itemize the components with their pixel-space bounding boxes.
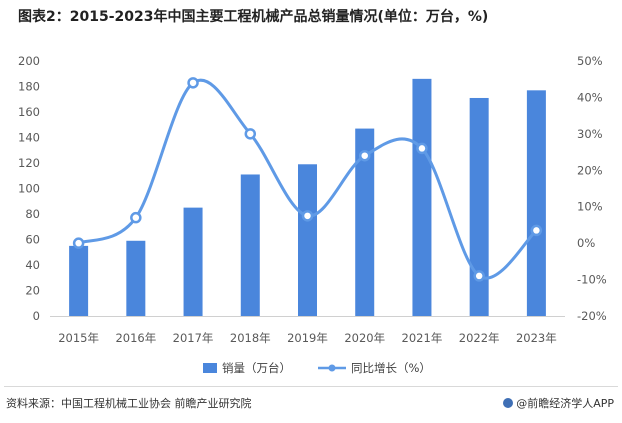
growth-point-2019年 (301, 210, 314, 222)
legend-line-marker (328, 364, 336, 372)
x-tick-label: 2022年 (459, 331, 500, 345)
x-tick-label: 2015年 (58, 331, 99, 345)
left-tick-label: 160 (18, 105, 40, 119)
bar-2016年 (126, 240, 146, 316)
brand-credit: @前瞻经济学人APP (503, 395, 614, 411)
x-tick-label: 2020年 (344, 331, 385, 345)
right-tick-label: 50% (577, 54, 603, 68)
legend-bar-label: 销量（万台） (222, 361, 291, 375)
left-tick-label: 100 (18, 182, 40, 196)
left-tick-label: 200 (18, 54, 40, 68)
bar-2019年 (298, 164, 317, 316)
bar-2018年 (240, 174, 260, 316)
brand-logo-icon (503, 398, 514, 408)
bar-2023年 (526, 90, 546, 316)
right-tick-label: -10% (577, 273, 607, 287)
growth-point-2016年 (130, 211, 142, 224)
left-tick-label: 40 (25, 258, 40, 272)
x-tick-label: 2017年 (173, 331, 214, 345)
bar-series (69, 78, 546, 316)
left-tick-label: 120 (18, 156, 40, 170)
x-axis: 2015年 2016年 2017年 2018年 2019年 2020年 2021年 2022年… (58, 331, 557, 345)
left-tick-label: 140 (18, 131, 40, 145)
footer-divider (4, 386, 618, 387)
x-tick-label: 2016年 (115, 331, 156, 345)
chart: 0 20 40 60 80 100 120 140 160 180 200 -20% -10% 0% 10… (18, 54, 607, 375)
chart-title: 图表2：2015-2023年中国主要工程机械产品总销量情况(单位：万台，%) (18, 9, 489, 25)
growth-point-2018年 (244, 128, 257, 140)
left-tick-label: 20 (25, 284, 40, 298)
left-tick-label: 180 (18, 80, 40, 94)
right-tick-label: 30% (577, 127, 603, 141)
x-tick-label: 2019年 (287, 331, 328, 345)
left-axis: 0 20 40 60 80 100 120 140 160 180 200 (18, 54, 40, 323)
bar-2021年 (412, 78, 432, 316)
growth-point-2023年 (530, 224, 543, 237)
right-tick-label: 20% (577, 163, 603, 177)
x-tick-label: 2018年 (230, 331, 271, 345)
legend-bar-swatch (203, 363, 217, 373)
growth-point-2020年 (358, 149, 371, 162)
bar-2017年 (183, 207, 203, 316)
growth-point-2017年 (187, 77, 199, 89)
growth-point-2021年 (416, 142, 428, 155)
bar-2020年 (355, 128, 375, 316)
x-tick-label: 2023年 (516, 331, 557, 345)
right-tick-label: 0% (577, 236, 595, 250)
left-tick-label: 60 (25, 233, 40, 247)
source-note: 资料来源：中国工程机械工业协会 前瞻产业研究院 (6, 397, 252, 410)
growth-line-series (72, 77, 543, 282)
growth-point-2015年 (72, 237, 85, 249)
bar-2022年 (469, 97, 489, 316)
bar-2015年 (69, 245, 89, 316)
right-tick-label: 10% (577, 200, 603, 214)
left-tick-label: 80 (25, 207, 40, 221)
growth-point-2022年 (473, 270, 485, 282)
right-tick-label: -20% (577, 309, 607, 323)
x-tick-label: 2021年 (402, 331, 443, 345)
right-tick-label: 40% (577, 90, 603, 104)
legend-line-label: 同比增长（%） (351, 361, 431, 375)
right-axis: -20% -10% 0% 10% 20% 30% 40% 50% (577, 54, 607, 323)
legend: 销量（万台） 同比增长（%） (203, 361, 431, 375)
brand-text: @前瞻经济学人APP (516, 397, 614, 410)
left-tick-label: 0 (33, 309, 40, 323)
